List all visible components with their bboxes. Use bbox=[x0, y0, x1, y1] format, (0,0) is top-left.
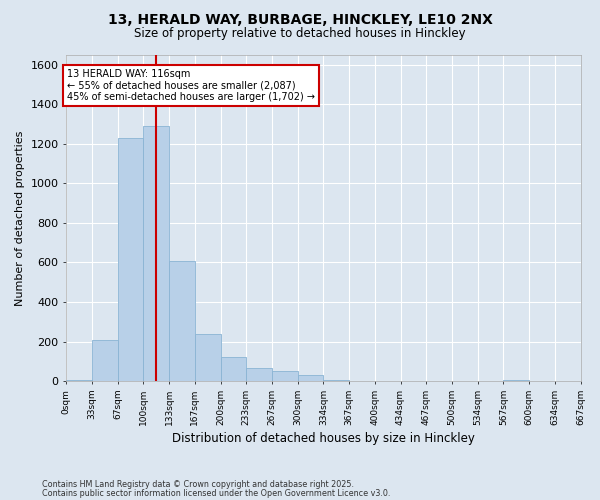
Bar bbox=[503, 380, 529, 381]
Bar bbox=[92, 340, 118, 381]
Bar bbox=[272, 371, 298, 381]
Bar bbox=[221, 358, 246, 381]
X-axis label: Distribution of detached houses by size in Hinckley: Distribution of detached houses by size … bbox=[172, 432, 475, 445]
Text: Contains public sector information licensed under the Open Government Licence v3: Contains public sector information licen… bbox=[42, 489, 391, 498]
Y-axis label: Number of detached properties: Number of detached properties bbox=[15, 130, 25, 306]
Text: 13, HERALD WAY, BURBAGE, HINCKLEY, LE10 2NX: 13, HERALD WAY, BURBAGE, HINCKLEY, LE10 … bbox=[107, 12, 493, 26]
Bar bbox=[169, 260, 195, 381]
Text: Contains HM Land Registry data © Crown copyright and database right 2025.: Contains HM Land Registry data © Crown c… bbox=[42, 480, 354, 489]
Bar bbox=[118, 138, 143, 381]
Bar bbox=[195, 334, 221, 381]
Bar bbox=[67, 380, 92, 381]
Bar bbox=[246, 368, 272, 381]
Text: Size of property relative to detached houses in Hinckley: Size of property relative to detached ho… bbox=[134, 28, 466, 40]
Bar bbox=[323, 380, 349, 381]
Bar bbox=[298, 375, 323, 381]
Text: 13 HERALD WAY: 116sqm
← 55% of detached houses are smaller (2,087)
45% of semi-d: 13 HERALD WAY: 116sqm ← 55% of detached … bbox=[67, 69, 315, 102]
Bar bbox=[143, 126, 169, 381]
